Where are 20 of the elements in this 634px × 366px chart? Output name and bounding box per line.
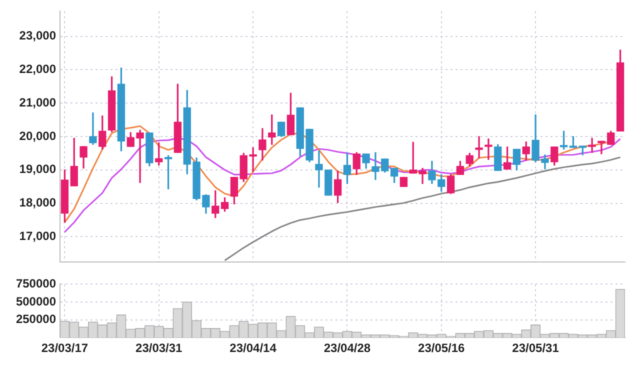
y-tick-label: 500000: [16, 294, 56, 308]
candlestick: [89, 112, 97, 145]
y-tick-label: 21,000: [19, 95, 56, 110]
x-tick-label: 23/05/31: [512, 341, 560, 356]
y-tick-label: 750000: [16, 276, 56, 291]
y-tick-label: 19,000: [19, 162, 56, 176]
candlestick: [475, 136, 483, 158]
y-tick-label: 17,000: [19, 229, 56, 244]
x-tick-label: 23/05/16: [418, 341, 466, 356]
y-tick-label: 23,000: [19, 28, 56, 43]
x-tick-label: 23/04/28: [324, 341, 371, 356]
y-tick-label: 20,000: [19, 128, 56, 143]
x-tick-label: 23/03/17: [41, 341, 88, 356]
x-tick-label: 23/03/31: [136, 341, 183, 356]
candlestick: [588, 138, 596, 153]
candlestick: [484, 138, 492, 160]
y-tick-label: 250000: [16, 312, 56, 326]
y-tick-label: 22,000: [19, 62, 56, 76]
y-tick-label: 18,000: [19, 196, 56, 210]
x-tick-label: 23/04/14: [230, 341, 277, 356]
